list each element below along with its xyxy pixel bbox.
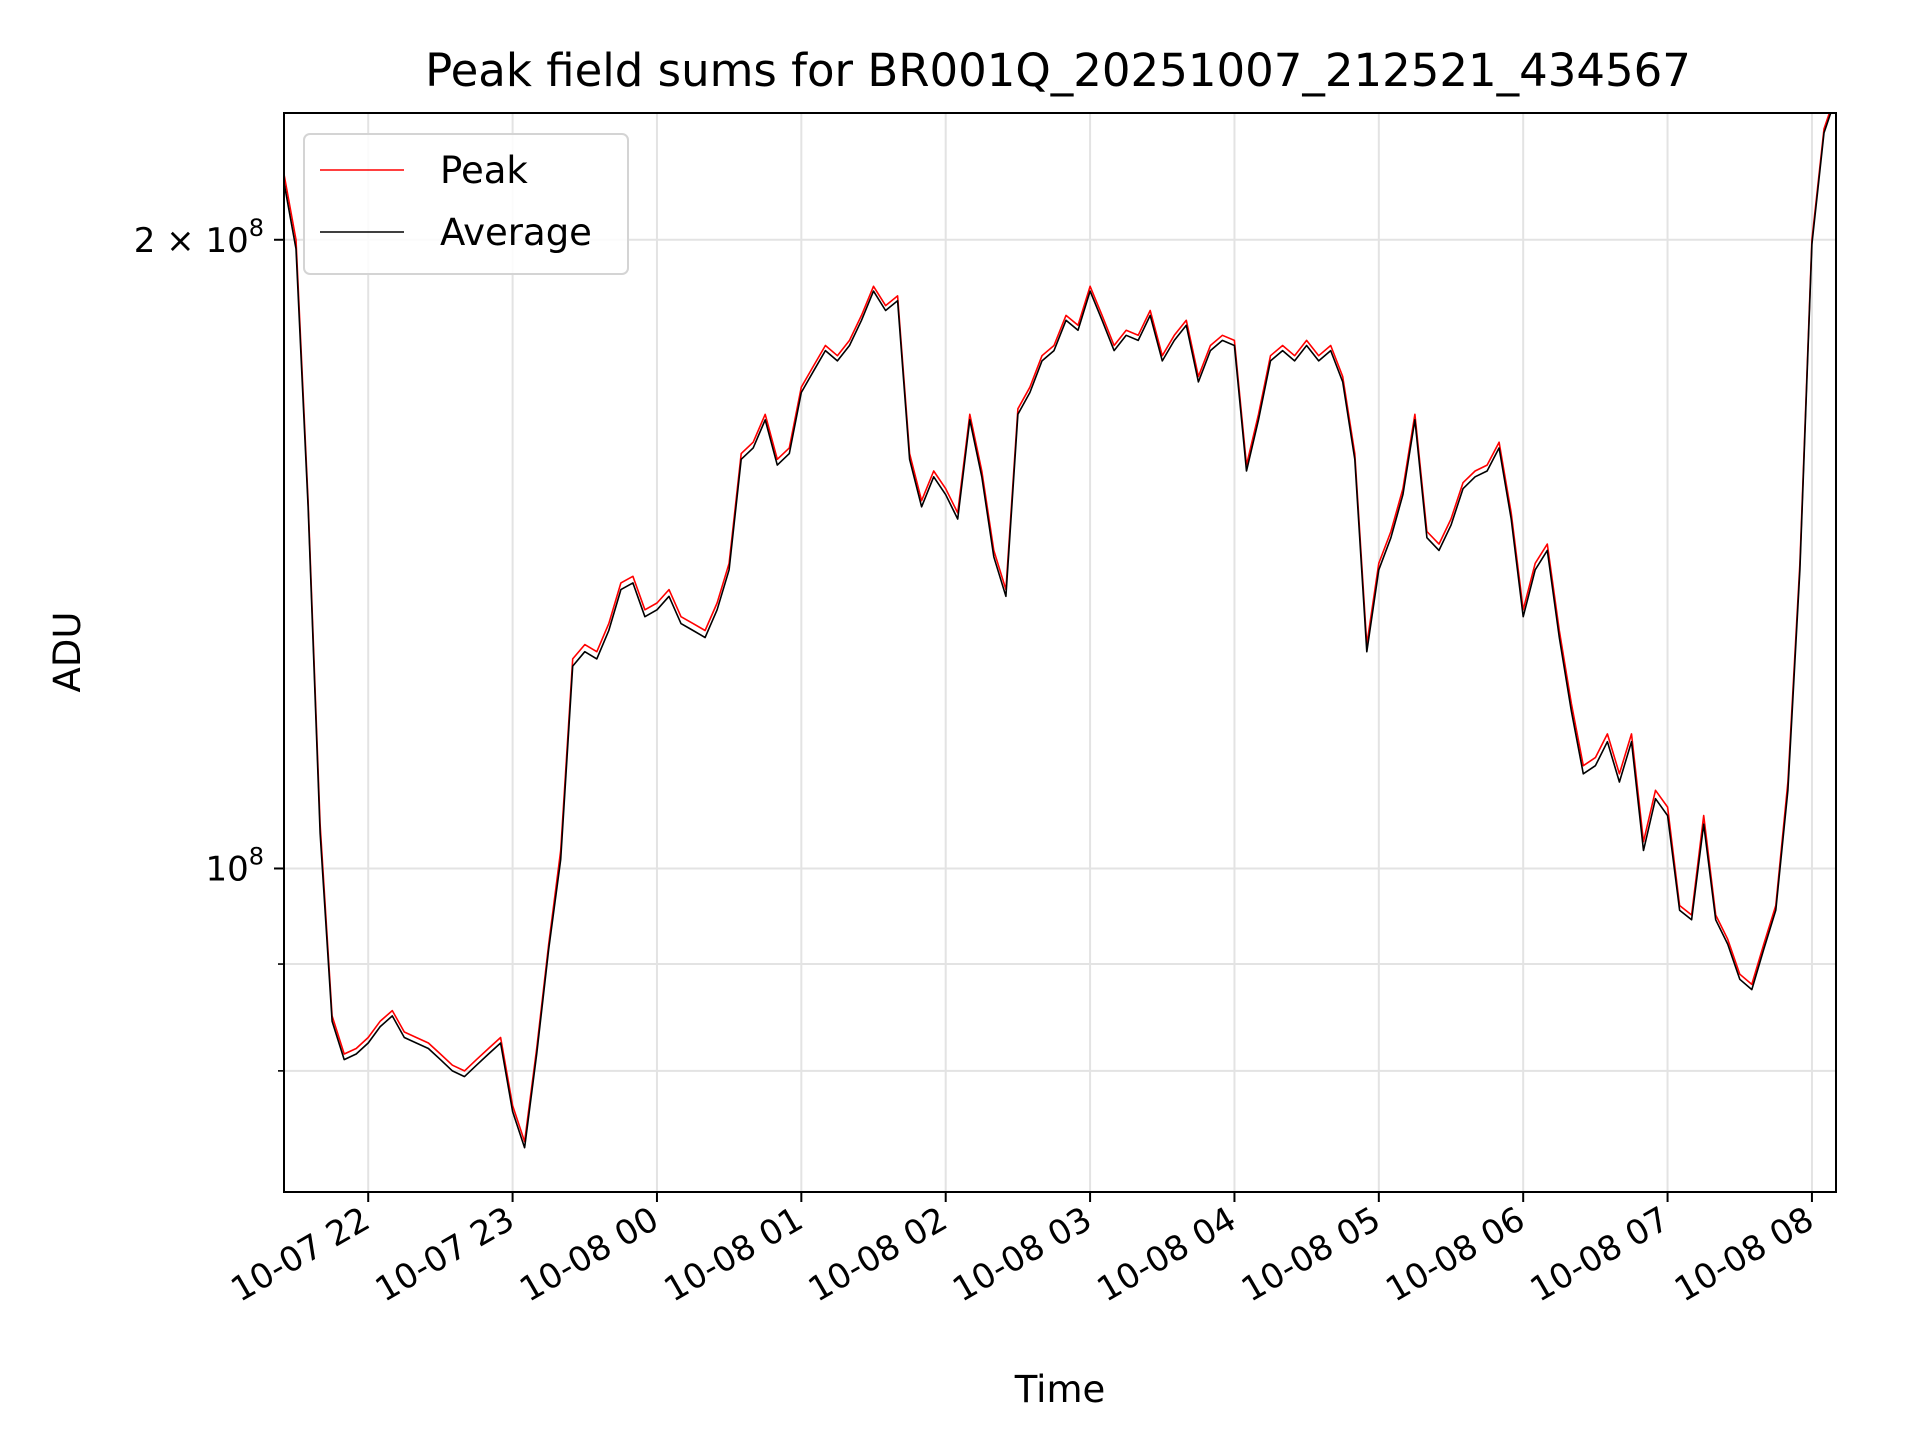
x-tick-label: 10-08 02 — [802, 1199, 954, 1310]
x-tick-label: 10-08 00 — [513, 1199, 665, 1310]
y-tick-label: 108 — [205, 842, 264, 889]
plot-frame — [283, 112, 1837, 1193]
legend: Peak Average — [303, 133, 629, 275]
x-tick-label: 10-08 03 — [946, 1199, 1098, 1310]
legend-box — [303, 133, 629, 275]
series-group — [284, 113, 1832, 1149]
y-tick-label: 2 × 108 — [134, 214, 264, 261]
x-tick-label: 10-08 07 — [1524, 1199, 1676, 1310]
x-tick-label: 10-08 08 — [1668, 1199, 1820, 1310]
legend-label-peak: Peak — [440, 149, 528, 192]
x-tick-label: 10-08 04 — [1091, 1199, 1243, 1310]
x-tick-label: 10-08 01 — [657, 1199, 809, 1310]
x-tick-label: 10-08 06 — [1379, 1199, 1531, 1310]
x-tick-label: 10-07 22 — [224, 1199, 376, 1310]
x-tick-label: 10-07 23 — [369, 1199, 521, 1310]
x-axis-label: Time — [1014, 1368, 1106, 1411]
chart-title: Peak field sums for BR001Q_20251007_2125… — [425, 44, 1691, 97]
series-line-average — [284, 113, 1832, 1149]
x-tick-label: 10-08 05 — [1235, 1199, 1387, 1310]
y-axis-label: ADU — [46, 612, 89, 693]
y-axis-ticks: 108 2 × 108 — [134, 214, 284, 1072]
legend-label-average: Average — [440, 211, 592, 254]
